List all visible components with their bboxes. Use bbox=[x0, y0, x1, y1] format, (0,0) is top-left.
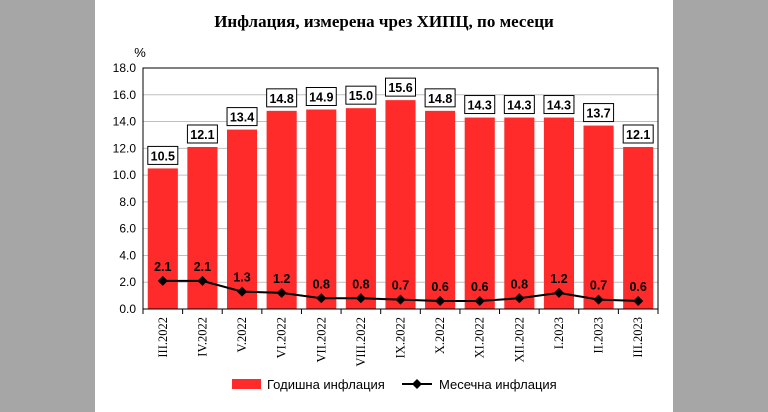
line-value-label: 0.8 bbox=[352, 277, 369, 291]
y-tick-label: 18.0 bbox=[113, 61, 137, 75]
y-tick-label: 6.0 bbox=[119, 222, 136, 236]
bar bbox=[623, 146, 654, 309]
chart-svg: 0.0 2.0 4.0 6.0 8.0 10.0 12.0 14.0 16.0 18.0% III.… bbox=[113, 45, 659, 392]
line-value-label: 0.6 bbox=[431, 280, 448, 294]
line-marker bbox=[197, 275, 208, 286]
bar-value-label: 15.6 bbox=[388, 81, 412, 95]
bar-label-box bbox=[583, 103, 615, 123]
x-tick-label: IV.2022 bbox=[195, 317, 209, 357]
bar-value-label: 12.1 bbox=[190, 128, 214, 142]
line-value-label: 1.2 bbox=[550, 272, 567, 286]
bar-value-label: 14.8 bbox=[428, 92, 452, 106]
bar bbox=[504, 117, 535, 310]
y-tick-label: 0.0 bbox=[119, 302, 136, 316]
bar-label-box bbox=[385, 77, 416, 97]
y-tick-label: 8.0 bbox=[119, 195, 136, 209]
bar-label-box bbox=[622, 124, 654, 144]
bar-label-box bbox=[266, 88, 298, 108]
x-tick-label: XI.2022 bbox=[473, 317, 487, 358]
line-marker bbox=[355, 293, 366, 304]
x-tick-label: VIII.2022 bbox=[354, 317, 368, 367]
bar-value-label: 13.7 bbox=[586, 107, 610, 121]
x-tick-label: VI.2022 bbox=[275, 317, 289, 358]
bar-value-label: 14.9 bbox=[309, 91, 333, 105]
bar bbox=[226, 129, 258, 309]
bar-label-box bbox=[226, 107, 258, 127]
chart-title: Инфлация, измерена чрез ХИПЦ, по месеци bbox=[214, 12, 554, 31]
x-tick-label: II.2023 bbox=[592, 317, 606, 353]
bar bbox=[385, 100, 416, 309]
bar-value-label: 15.0 bbox=[349, 89, 373, 103]
line-marker bbox=[474, 295, 485, 306]
line-marker bbox=[276, 287, 287, 298]
bar bbox=[464, 117, 495, 310]
line-value-label: 2.1 bbox=[154, 260, 171, 274]
bar-value-label: 14.3 bbox=[547, 99, 571, 113]
line-value-label: 2.1 bbox=[194, 260, 211, 274]
line-value-label: 0.6 bbox=[471, 280, 488, 294]
line-value-label: 1.2 bbox=[273, 272, 290, 286]
y-unit-label: % bbox=[134, 45, 146, 60]
x-tick-label: I.2023 bbox=[552, 317, 566, 349]
line-value-label: 0.7 bbox=[392, 279, 409, 293]
legend-bar-label: Годишна инфлация bbox=[267, 377, 385, 392]
bar-label-box bbox=[543, 95, 575, 115]
y-tick-label: 16.0 bbox=[113, 88, 137, 102]
line-marker bbox=[237, 286, 248, 297]
bar bbox=[425, 110, 456, 309]
legend-line-label: Месечна инфлация bbox=[439, 377, 557, 392]
bar-label-box bbox=[464, 95, 496, 115]
bar-label-box bbox=[345, 85, 377, 105]
bar-label-box bbox=[305, 87, 337, 107]
x-tick-label: IX.2022 bbox=[394, 317, 408, 358]
y-tick-label: 10.0 bbox=[113, 168, 137, 182]
bar-label-box bbox=[424, 88, 456, 108]
chart-panel: Инфлация, измерена чрез ХИПЦ, по месеци … bbox=[95, 0, 673, 412]
line-marker bbox=[633, 295, 644, 306]
line-marker bbox=[395, 294, 406, 305]
line-value-label: 0.8 bbox=[313, 277, 330, 291]
x-tick-label: XII.2022 bbox=[512, 317, 526, 362]
x-tick-label: III.2022 bbox=[156, 317, 170, 358]
y-tick-label: 4.0 bbox=[119, 248, 136, 262]
line-marker bbox=[157, 275, 168, 286]
bar bbox=[306, 109, 337, 309]
line-value-label: 1.3 bbox=[233, 271, 250, 285]
line-value-label: 0.7 bbox=[590, 279, 607, 293]
x-tick-label: III.2023 bbox=[631, 317, 645, 358]
bar-label-box bbox=[503, 95, 535, 115]
bar-value-label: 12.1 bbox=[626, 128, 650, 142]
bar-value-label: 14.3 bbox=[507, 99, 531, 113]
line-marker bbox=[514, 293, 525, 304]
line-value-label: 0.6 bbox=[629, 280, 646, 294]
legend-line-marker bbox=[412, 379, 422, 389]
y-tick-label: 2.0 bbox=[119, 275, 136, 289]
bar-label-box bbox=[147, 145, 179, 165]
x-tick-label: V.2022 bbox=[235, 317, 249, 353]
bar-label-box bbox=[186, 124, 218, 144]
x-tick-label: X.2022 bbox=[433, 317, 447, 354]
line-marker bbox=[435, 295, 446, 306]
bar bbox=[266, 110, 297, 309]
bar-value-label: 13.4 bbox=[230, 111, 254, 125]
bar bbox=[147, 168, 178, 309]
bar-value-label: 14.3 bbox=[468, 99, 492, 113]
bar bbox=[583, 125, 614, 309]
bar bbox=[345, 108, 376, 310]
x-tick-label: VII.2022 bbox=[314, 317, 328, 362]
bar-value-label: 10.5 bbox=[151, 149, 175, 163]
bar-value-label: 14.8 bbox=[269, 92, 293, 106]
bar bbox=[543, 117, 575, 310]
plot-frame bbox=[142, 67, 659, 310]
line-marker bbox=[316, 293, 327, 304]
line-marker bbox=[553, 287, 564, 298]
y-tick-label: 12.0 bbox=[113, 141, 137, 155]
legend-bar-swatch bbox=[232, 379, 261, 389]
line-marker bbox=[593, 294, 604, 305]
y-tick-label: 14.0 bbox=[113, 115, 137, 129]
line-value-label: 0.8 bbox=[511, 277, 528, 291]
